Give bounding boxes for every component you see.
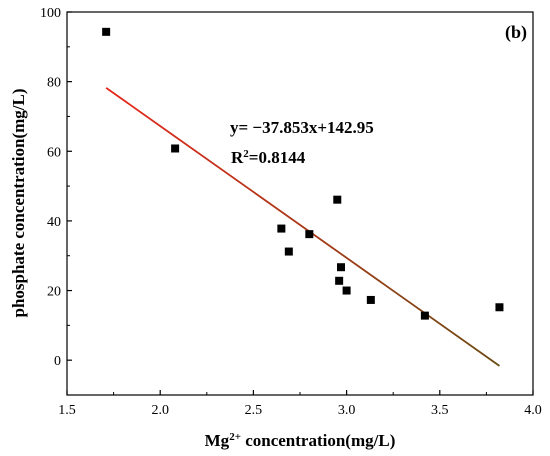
x-tick-label: 4.0 (524, 403, 542, 418)
y-tick-label: 60 (47, 145, 61, 160)
x-tick-label: 1.5 (58, 403, 76, 418)
data-point (277, 224, 286, 233)
y-tick-label: 100 (40, 6, 61, 21)
data-point (342, 286, 351, 295)
regression-line (105, 87, 500, 367)
x-axis-ticks: 1.5 2.0 2.5 3.0 3.5 4.0 (58, 390, 542, 418)
x-tick-label: 2.5 (245, 403, 263, 418)
y-axis-title: phosphate concentration(mg/L) (9, 88, 28, 317)
data-point (171, 144, 180, 153)
y-tick-label: 20 (47, 285, 61, 300)
x-tick-label: 3.5 (431, 403, 449, 418)
panel-label: (b) (505, 22, 527, 43)
data-point (420, 311, 429, 320)
data-points (102, 27, 504, 320)
data-point (495, 303, 504, 312)
equation-label: y= −37.853x+142.95 (230, 118, 374, 137)
data-point (333, 195, 342, 204)
plot-frame (66, 11, 534, 396)
x-tick-label: 3.0 (338, 403, 356, 418)
data-point (335, 276, 344, 285)
y-tick-label: 0 (54, 354, 61, 369)
y-axis-ticks: 0 20 40 60 80 100 (40, 6, 72, 396)
data-point (284, 247, 293, 256)
data-point (366, 295, 375, 304)
y-tick-label: 80 (47, 76, 61, 91)
data-point (305, 230, 314, 239)
x-tick-label: 2.0 (151, 403, 169, 418)
data-point (337, 263, 346, 272)
r-squared-label: R2=0.8144 (231, 148, 306, 167)
y-tick-label: 40 (47, 215, 61, 230)
x-axis-title: Mg2+ concentration(mg/L) (205, 431, 396, 450)
data-point (102, 27, 111, 36)
